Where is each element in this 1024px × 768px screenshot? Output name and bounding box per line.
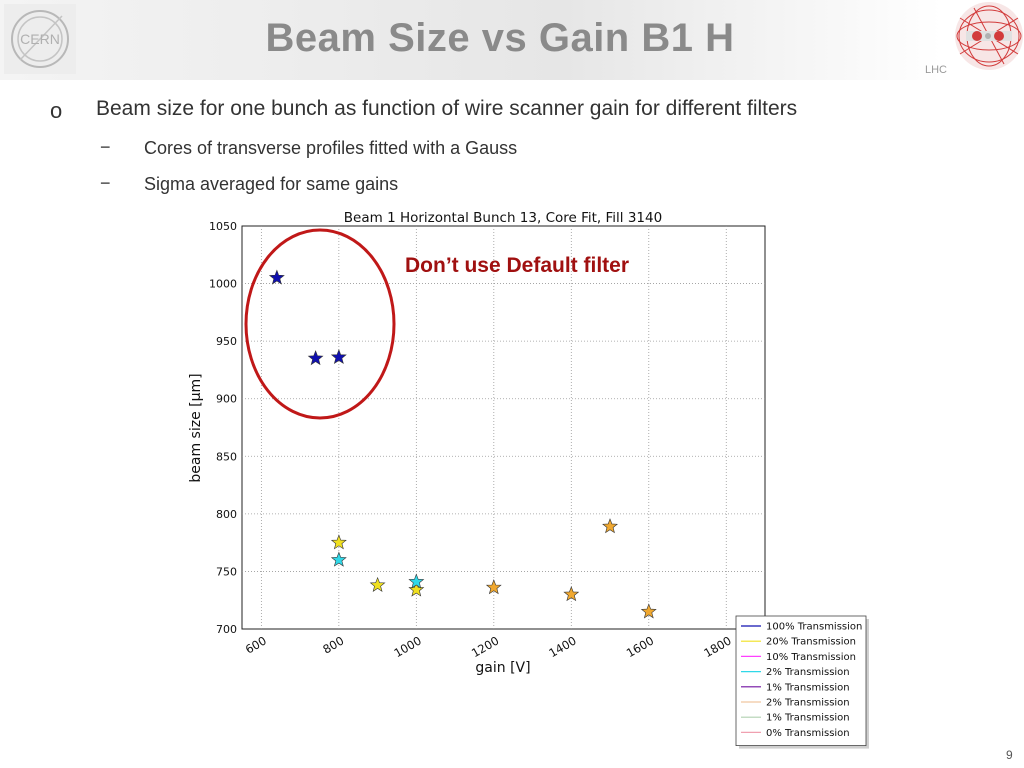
plot-area [241,225,766,630]
lhc-label: LHC [925,64,948,76]
data-point [563,586,580,602]
sub-bullet-marker: − [100,137,111,157]
cern-logo-text: CERN [20,31,60,47]
data-point [330,534,347,550]
legend-entry: 2% Transmission [766,667,850,678]
x-tick-labels: 600 800 1000 1200 1400 1600 1800 [243,633,734,660]
data-point [330,551,347,567]
x-axis-label: gain [V] [475,660,530,676]
x-tick-label: 1600 [624,633,656,660]
x-tick-label: 1800 [701,633,733,660]
data-point [640,603,657,619]
legend-entry: 20% Transmission [766,637,856,648]
data-point [369,576,386,592]
y-axis-label: beam size [μm] [188,373,204,482]
legend-entry: 1% Transmission [766,713,850,724]
y-tick-label: 900 [216,393,237,406]
annotation-note: Don’t use Default filter [405,254,630,277]
legend-entry: 100% Transmission [766,622,862,633]
x-tick-label: 1400 [546,633,578,660]
legend-entry: 10% Transmission [766,652,856,663]
data-points [268,269,657,619]
x-tick-label: 800 [320,633,346,656]
data-point [408,573,425,589]
data-point [602,518,618,534]
legend: 100% Transmission 20% Transmission 10% Tra… [735,615,869,749]
sub-bullet-1: Cores of transverse profiles fitted with… [144,138,518,158]
data-point [485,579,502,595]
highlight-ellipse [244,228,396,420]
grid-lines [242,226,765,629]
y-tick-label: 800 [216,508,237,521]
title-band [0,0,1024,80]
y-tick-label: 1000 [209,278,237,291]
legend-entry: 0% Transmission [766,728,850,739]
x-tick-label: 1000 [391,633,423,660]
legend-entry: 2% Transmission [766,698,850,709]
data-point [307,350,324,366]
data-point [408,581,425,597]
bullet-main: Beam size for one bunch as function of w… [96,97,798,120]
page-title: Beam Size vs Gain B1 H [265,16,735,60]
x-tick-label: 600 [243,633,269,656]
chart-title: Beam 1 Horizontal Bunch 13, Core Fit, Fi… [344,210,662,226]
y-tick-labels: 700 750 800 850 900 950 1000 1050 [209,220,237,636]
sub-bullet-marker: − [100,173,111,193]
sub-bullet-2: Sigma averaged for same gains [144,174,399,194]
y-tick-label: 850 [216,450,237,463]
legend-entry: 1% Transmission [766,682,850,693]
data-point [330,348,347,364]
y-tick-label: 700 [216,623,237,636]
bullet-marker: o [50,98,63,123]
lhc-logo [955,2,1023,70]
y-tick-label: 1050 [209,220,237,233]
y-tick-label: 750 [216,565,237,578]
page-number: 9 [1006,748,1013,762]
legend-box [735,615,867,747]
cern-logo: CERN [4,4,76,74]
x-tick-label: 1200 [469,633,501,660]
data-point [268,269,285,285]
y-tick-label: 950 [216,335,237,348]
